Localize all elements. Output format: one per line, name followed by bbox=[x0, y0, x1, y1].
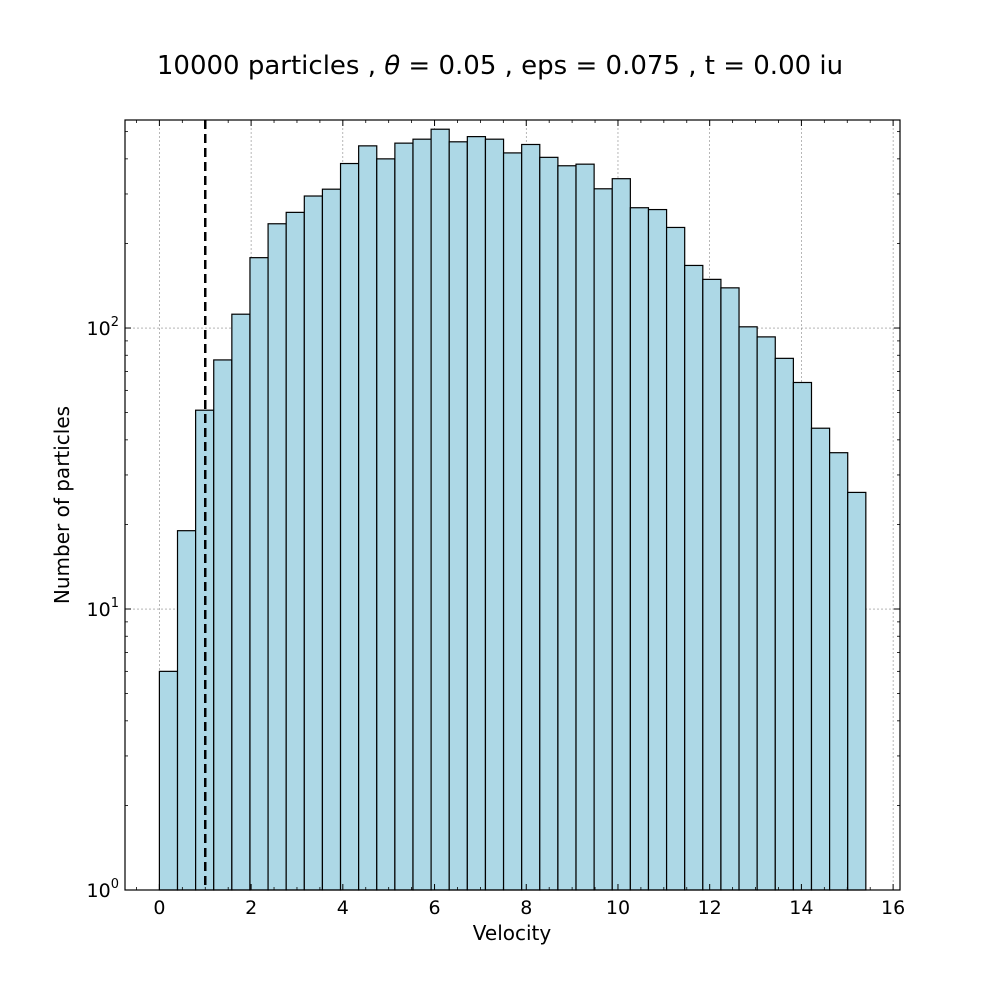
histogram-bar bbox=[321, 188, 342, 891]
y-tick-label: 100 bbox=[87, 877, 119, 902]
histogram-bar bbox=[484, 138, 505, 891]
histogram-bar bbox=[720, 287, 740, 891]
x-tick-label: 16 bbox=[881, 897, 905, 919]
chart-title-symbol: θ bbox=[384, 51, 400, 81]
y-tick-label: 102 bbox=[87, 315, 119, 340]
histogram-bar bbox=[502, 152, 523, 891]
histogram-bar bbox=[792, 381, 813, 891]
x-axis-label: Velocity bbox=[473, 921, 552, 945]
histogram-bar bbox=[847, 491, 867, 891]
x-tick-label: 10 bbox=[606, 897, 630, 919]
histogram-bar bbox=[303, 195, 324, 891]
histogram-bar bbox=[738, 326, 758, 891]
histogram-bars bbox=[158, 128, 867, 891]
histogram-bar bbox=[448, 141, 468, 891]
histogram-bar bbox=[702, 278, 722, 891]
x-tick-label: 6 bbox=[428, 897, 440, 919]
histogram-bar bbox=[557, 165, 577, 891]
histogram-bar bbox=[539, 156, 559, 891]
histogram-bar bbox=[213, 359, 233, 891]
x-tick-label: 4 bbox=[337, 897, 349, 919]
x-tick-label: 8 bbox=[520, 897, 532, 919]
axis-ticks bbox=[125, 120, 900, 891]
x-tick-label: 14 bbox=[789, 897, 813, 919]
y-tick-label: 101 bbox=[87, 596, 119, 621]
histogram-bar bbox=[158, 670, 179, 891]
histogram-bar bbox=[829, 452, 849, 891]
histogram-bar bbox=[267, 223, 287, 891]
tick-labels: 0 2 4 6 8 10 12 14 16 100 101 102 bbox=[87, 315, 906, 919]
histogram-bar bbox=[249, 257, 269, 891]
histogram-bar bbox=[285, 211, 305, 891]
chart-title: 10000 particles , θ = 0.05 , eps = 0.075… bbox=[157, 51, 843, 81]
chart-title-prefix: 10000 particles , bbox=[157, 51, 384, 81]
histogram-bar bbox=[195, 409, 215, 891]
histogram-bar bbox=[376, 158, 396, 891]
histogram-bar bbox=[575, 163, 595, 891]
histogram-bar bbox=[647, 208, 668, 891]
histogram-bar bbox=[466, 136, 487, 891]
histogram-bar bbox=[394, 142, 414, 891]
chart-title-suffix: = 0.05 , eps = 0.075 , t = 0.00 iu bbox=[400, 51, 843, 81]
histogram-bar bbox=[665, 226, 686, 891]
histogram-bar bbox=[810, 427, 831, 891]
histogram-bar bbox=[684, 264, 704, 891]
histogram-bar bbox=[176, 530, 197, 891]
histogram-bar bbox=[412, 138, 432, 891]
x-tick-label: 12 bbox=[698, 897, 722, 919]
x-tick-label: 2 bbox=[245, 897, 257, 919]
histogram-bar bbox=[774, 357, 794, 891]
plot-frame bbox=[124, 119, 901, 891]
histogram-bar bbox=[430, 128, 450, 891]
histogram-bar bbox=[629, 207, 650, 891]
histogram-bar bbox=[358, 145, 378, 891]
histogram-bar bbox=[593, 188, 613, 891]
y-axis-label: Number of particles bbox=[50, 406, 74, 604]
histogram-bar bbox=[521, 143, 541, 891]
histogram-bar bbox=[231, 313, 251, 891]
x-tick-label: 0 bbox=[153, 897, 165, 919]
histogram-bar bbox=[611, 178, 631, 891]
histogram-bar bbox=[756, 336, 776, 891]
histogram-bar bbox=[339, 162, 360, 891]
